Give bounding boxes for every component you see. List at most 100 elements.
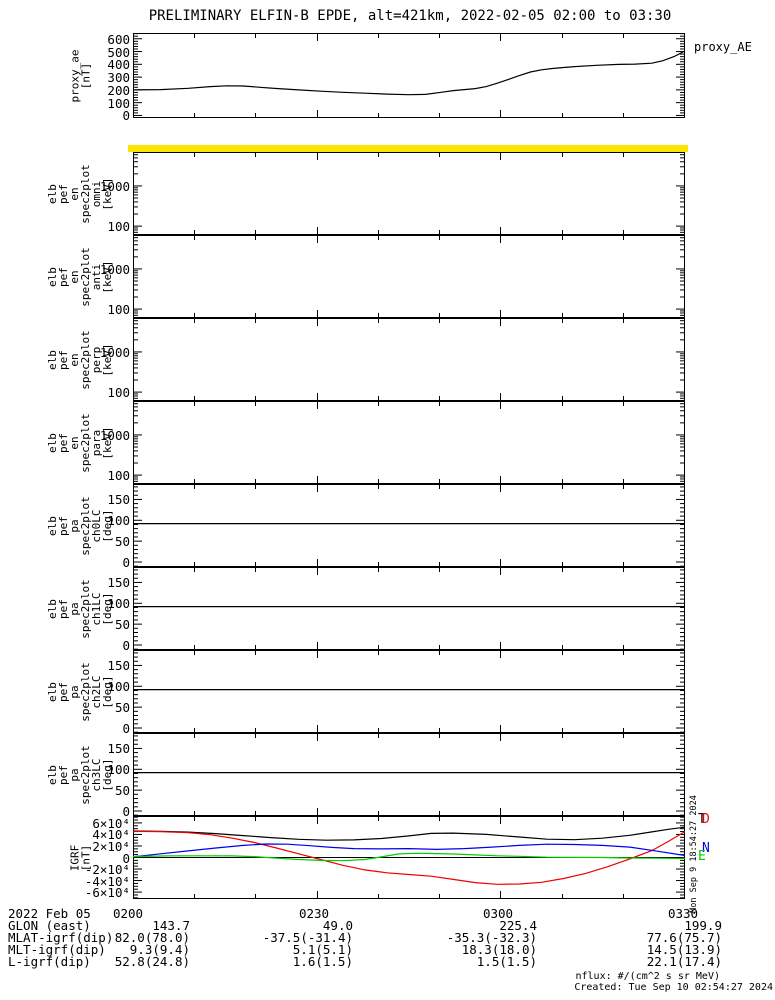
- panel-pa-spec-ch0lc-plot: [133, 484, 685, 567]
- footer-row-mlat: MLAT-igrf(dip) 82.0(78.0) -37.5(-31.4) -…: [0, 930, 775, 945]
- igrf-legend-n: N: [702, 841, 710, 856]
- y-tick-label: 1000: [99, 178, 130, 194]
- y-tick-label: 100: [107, 468, 130, 484]
- panel-igrf-plot: [132, 816, 686, 899]
- y-tick-label: 2×10⁴: [92, 838, 130, 854]
- lshell-value: 52.8(24.8): [114, 954, 190, 969]
- y-tick-label: -6×10⁴: [84, 885, 130, 901]
- series-T: [132, 826, 686, 841]
- y-tick-label: 6×10⁴: [92, 815, 130, 831]
- panel-canvas: [133, 733, 685, 816]
- y-tick-label: 500: [107, 44, 130, 60]
- chart-title: PRELIMINARY ELFIN-B EPDE, alt=421km, 202…: [148, 8, 672, 24]
- mlat-value: -35.3(-32.3): [446, 930, 537, 945]
- y-tick-label: 0: [122, 554, 130, 570]
- y-tick-label: 300: [107, 70, 130, 86]
- created-timestamp: Created: Tue Sep 10 02:54:27 2024: [574, 982, 773, 993]
- y-tick-label: 100: [107, 679, 130, 695]
- time-tick-label: 0200: [112, 906, 144, 921]
- panel-pa-spec-ch3lc-plot: [133, 733, 685, 816]
- lshell-label: L-igrf(dip): [8, 954, 91, 969]
- panel-canvas: [133, 650, 685, 733]
- footer-date-label: 2022 Feb 05: [8, 906, 91, 921]
- panel-en-spec-perp: elb pef en spec2plot perp [keV] 1000 100: [0, 318, 775, 401]
- y-tick-label: 100: [107, 513, 130, 529]
- y-tick-label: 50: [114, 700, 130, 716]
- mlat-value: 82.0(78.0): [114, 930, 190, 945]
- glon-value: 199.9: [684, 918, 722, 933]
- y-tick-label: 150: [107, 658, 130, 674]
- y-tick-label: 0: [122, 108, 130, 124]
- y-tick-label: 100: [107, 385, 130, 401]
- panel-igrf: IGRF [nT] 6×10⁴ 4×10⁴ 2×10⁴ 0 -2×10⁴ -4×10⁴ -6…: [0, 815, 775, 901]
- panel-canvas: [133, 152, 685, 235]
- footer-row-date-time: 2022 Feb 05 0200 0230 0300 0330: [0, 906, 775, 921]
- footer-row-mlt: MLT-igrf(dip) 9.3(9.4) 5.1(5.1) 18.3(18.…: [0, 942, 775, 957]
- panel-canvas: [133, 235, 685, 318]
- y-tick-label: 0: [122, 720, 130, 736]
- time-tick-label: 0330: [667, 906, 699, 921]
- y-tick-label: -4×10⁴: [84, 873, 130, 889]
- mlt-value: 5.1(5.1): [292, 942, 353, 957]
- y-tick-label: 150: [107, 741, 130, 757]
- igrf-legend-total: T: [698, 812, 706, 827]
- mlat-label: MLAT-igrf(dip): [8, 930, 114, 945]
- footer-row-lshell: L-igrf(dip) 52.8(24.8) 1.6(1.5) 1.5(1.5)…: [0, 954, 775, 969]
- y-tick-label: 1000: [99, 261, 130, 277]
- panel-canvas: [132, 816, 686, 899]
- proxy-ae-right-label: proxy_AE: [694, 40, 752, 54]
- y-tick-label: 0: [122, 803, 130, 819]
- y-tick-label: 100: [107, 596, 130, 612]
- panel-pa-spec-ch0lc: elb pef pa spec2plot ch0LC [deg] 150 100 5…: [0, 484, 775, 570]
- time-tick-label: 0300: [482, 906, 514, 921]
- y-tick-label: 200: [107, 82, 130, 98]
- y-tick-label: 100: [107, 95, 130, 111]
- panel-proxy-ae: proxy_ae [nT] 600 500 400 300 200 100 0: [0, 32, 775, 123]
- y-tick-label: 1000: [99, 344, 130, 360]
- mlat-value: -37.5(-31.4): [262, 930, 353, 945]
- panel-canvas: [133, 401, 685, 484]
- lshell-value: 1.5(1.5): [476, 954, 537, 969]
- panel-en-spec-para-plot: [133, 401, 685, 484]
- y-tick-label: 100: [107, 762, 130, 778]
- y-tick-label: 100: [107, 219, 130, 235]
- mlt-value: 14.5(13.9): [646, 942, 722, 957]
- panel-pa-spec-ch3lc: elb pef pa spec2plot ch3LC [deg] 150 100 5…: [0, 733, 775, 819]
- panel-en-spec-perp-plot: [133, 318, 685, 401]
- panel-en-spec-omni-plot: [133, 152, 685, 235]
- glon-value: 143.7: [152, 918, 190, 933]
- panel-pa-spec-ch1lc: elb pef pa spec2plot ch1LC [deg] 150 100 5…: [0, 567, 775, 653]
- panel-en-spec-anti: elb pef en spec2plot anti [keV] 1000 100: [0, 235, 775, 318]
- panel-proxy-ae-plot: [132, 33, 686, 119]
- y-tick-label: 0: [122, 637, 130, 653]
- nflux-units-note: nflux: #/(cm^2 s sr MeV): [575, 971, 721, 982]
- panel-canvas: [133, 484, 685, 567]
- series-N: [132, 843, 686, 858]
- y-tick-label: 1000: [99, 427, 130, 443]
- y-tick-label: 50: [114, 783, 130, 799]
- y-tick-label: -2×10⁴: [84, 862, 130, 878]
- mlt-value: 9.3(9.4): [129, 942, 190, 957]
- series-proxy_AE: [132, 50, 686, 96]
- panel-pa-spec-ch2lc-plot: [133, 650, 685, 733]
- footer-row-glon: GLON (east) 143.7 49.0 225.4 199.9: [0, 918, 775, 933]
- panel-pa-spec-ch2lc: elb pef pa spec2plot ch2LC [deg] 150 100 5…: [0, 650, 775, 736]
- series-E: [132, 852, 686, 862]
- igrf-legend-e: E: [698, 849, 706, 864]
- y-tick-label: 0: [122, 850, 130, 866]
- igrf-legend-d: D: [702, 812, 710, 827]
- panel-canvas: [133, 567, 685, 650]
- side-timestamp: Mon Sep 9 18:54:27 2024: [689, 795, 700, 913]
- y-tick-label: 50: [114, 534, 130, 550]
- lshell-value: 1.6(1.5): [292, 954, 353, 969]
- glon-value: 225.4: [499, 918, 537, 933]
- panel-canvas: [132, 33, 686, 119]
- y-tick-label: 150: [107, 492, 130, 508]
- panel-en-spec-omni: elb pef en spec2plot omni [keV] 1000 100: [0, 152, 775, 235]
- y-tick-label: 100: [107, 302, 130, 318]
- spectrogram-saturation-band: [128, 145, 688, 152]
- mlt-label: MLT-igrf(dip): [8, 942, 106, 957]
- y-tick-label: 4×10⁴: [92, 827, 130, 843]
- mlt-value: 18.3(18.0): [461, 942, 537, 957]
